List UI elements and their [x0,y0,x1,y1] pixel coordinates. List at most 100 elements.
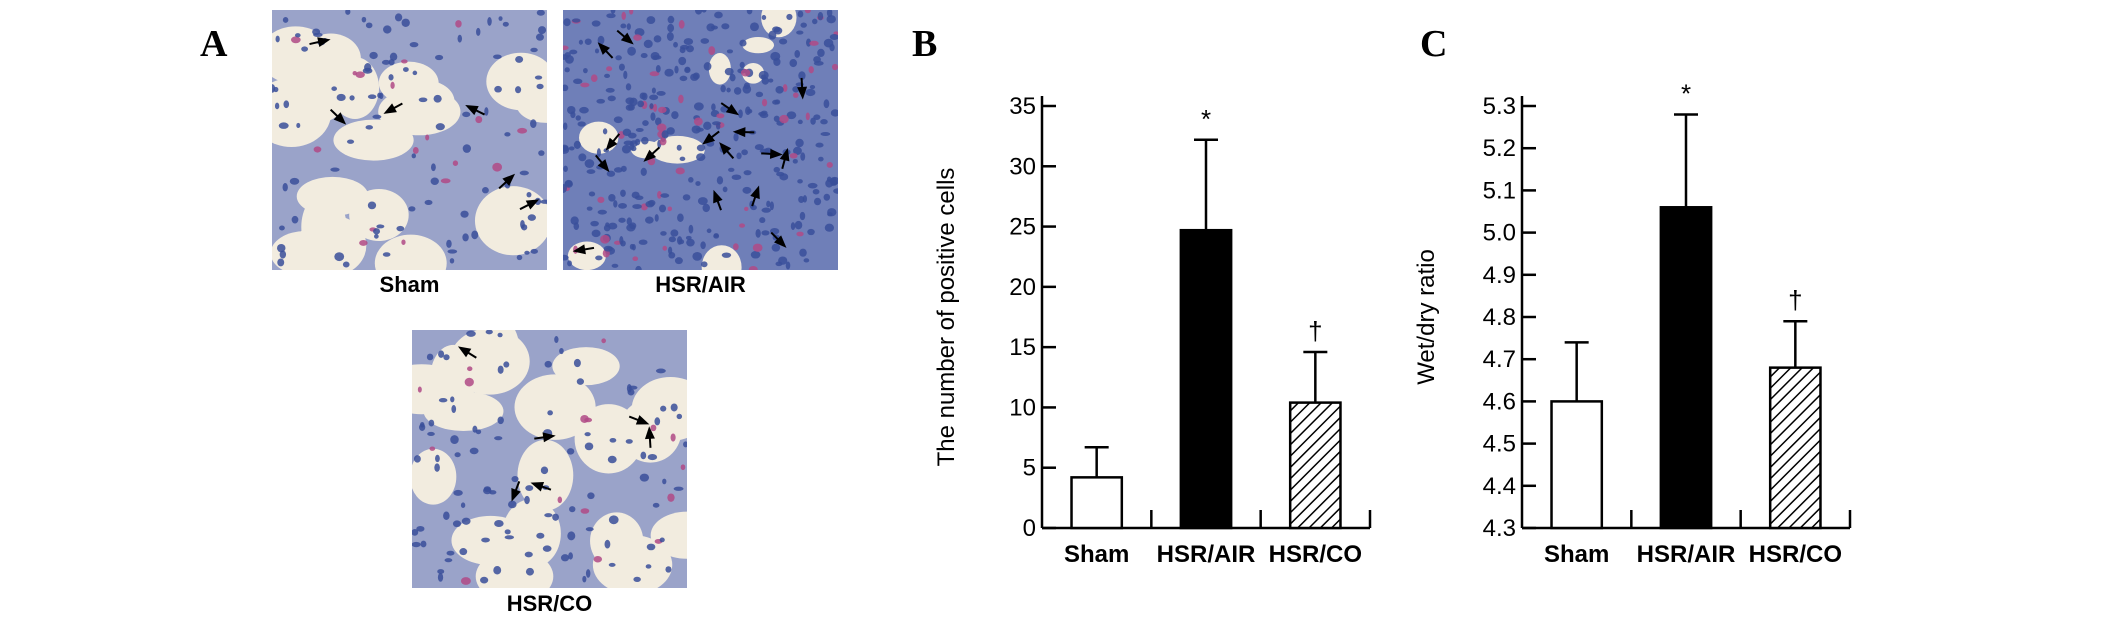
hsr-air-image-arrowhead [643,149,657,162]
hsr-air-image-nucleus [685,235,692,240]
hsr-air-image-nucleus [578,153,587,162]
hsr-air-image-nucleus [600,234,610,244]
sham-image-nucleus [374,234,379,239]
hsr-co-image-nucleus [568,552,573,560]
hsr-co-image-nucleus [427,431,435,436]
hsr-air-image-nucleus [667,23,675,33]
hsr-air-image-nucleus [775,86,784,94]
sham-image-nucleus [369,51,378,60]
hsr-air-image-nucleus [721,252,732,258]
hsr-air-image-nucleus [721,23,730,30]
hsr-co-image-nucleus [650,424,657,432]
hsr-co-image-nucleus [426,353,434,361]
hsr-air-image-arrowhead [725,104,740,116]
hsr-air-image-nucleus [608,222,618,230]
hsr-air-image-nucleus [805,88,816,97]
hsr-air-image-nucleus [682,194,691,201]
panel-c-letter: C [1420,23,1448,65]
hsr-air-image-nucleus [813,56,821,63]
sham-image-nucleus [494,85,502,93]
hsr-air-image-nucleus [697,197,708,205]
hsr-air-image-nucleus [799,211,806,221]
hsr-air-image-nucleus [797,119,803,125]
sham-image-nucleus [408,206,416,212]
sham-image-nucleus [481,187,489,194]
sham-image-nucleus [355,71,365,79]
hsr-air-image-nucleus [618,217,626,223]
y-tick-label: 4.4 [1483,473,1516,500]
hsr-co-image-nucleus [461,517,471,525]
sham-image-nucleus [515,55,524,63]
hsr-air-image-nucleus [646,16,656,24]
sham-image-nucleus [412,147,419,154]
hsr-air-image-nucleus [603,245,613,252]
hsr-co-image-nucleus [544,360,552,368]
sham-image-nucleus [365,125,373,130]
sham-image-nucleus [502,21,509,27]
chart-positive-cells: The number of positive cells 0 5 10 15 20 25 30… [933,93,1372,568]
x-tick-label: HSR/AIR [1157,541,1256,568]
sham-image-nucleus [289,177,300,185]
sham-image-nucleus [516,254,523,261]
y-tick-label: 10 [1009,394,1036,421]
hsr-air-image-nucleus [586,206,593,211]
hsr-air-image-nucleus [773,57,781,66]
hsr-air-image-arrowhead [750,185,760,200]
sham-image-nucleus [291,215,299,224]
hsr-air-image-nucleus [602,128,608,135]
hsr-co-image-arrowhead [511,488,521,502]
hsr-air-image-nucleus [817,11,824,21]
hsr-co-image-nucleus [625,439,633,444]
hsr-air-image-nucleus [650,112,656,121]
hsr-air-image-arrowhead [597,159,610,173]
sham-image-nucleus [526,191,532,198]
hsr-air-image-nucleus [658,204,667,213]
hsr-co-image-nucleus [493,566,502,575]
hsr-air-image-nucleus [605,222,610,227]
sham-image-nucleus [372,114,382,119]
sham-image-nucleus [530,248,538,254]
y-tick-label: 5.0 [1483,220,1516,247]
hsr-air-image-nucleus [795,138,804,148]
hsr-air-image-nucleus [750,251,761,259]
hsr-air-image-nucleus [778,38,788,45]
hsr-air-image-nucleus [597,35,605,45]
hsr-air-image-nucleus [833,188,838,194]
sham-image-nucleus [460,210,469,218]
hsr-air-image-arrowhead [702,132,716,145]
hsr-co-image-nucleus [566,448,575,455]
sham-image-alveolus [296,215,367,270]
sham-image-nucleus [282,16,289,23]
hsr-air-image-nucleus [743,82,751,90]
sham-image-nucleus [412,70,418,76]
hsr-air-image-nucleus [826,176,832,182]
hsr-air-image-nucleus [563,18,571,27]
micrograph-hsr-air [563,10,838,270]
hsr-air-image-nucleus [678,56,687,66]
hsr-air-image-nucleus [792,158,798,164]
sham-image-nucleus [389,52,398,61]
hsr-air-image-nucleus [733,243,739,251]
sham-image-nucleus [515,86,522,94]
hsr-air-image-nucleus [648,199,656,207]
hsr-air-image-nucleus [634,28,645,37]
hsr-co-image-nucleus [609,437,617,443]
sham-image-nucleus [534,75,543,80]
hsr-air-image-nucleus [793,146,802,156]
hsr-co-image-nucleus [438,398,448,403]
hsr-air-image-nucleus [768,30,777,40]
sham-image-nucleus [277,258,285,267]
x-tick-label: HSR/CO [1269,541,1362,568]
hsr-air-image-nucleus [799,248,807,257]
hsr-co-image-nucleus [504,529,511,535]
hsr-co-image-nucleus [435,454,440,463]
hsr-air-image-nucleus [641,92,648,101]
hsr-air-image-nucleus [563,45,569,51]
sham-image-nucleus [493,54,502,60]
hsr-co-image-nucleus [420,421,425,428]
hsr-co-image-nucleus [582,575,587,583]
sham-image-arrowhead [383,103,397,114]
sham-image-nucleus [352,71,357,76]
hsr-air-image-nucleus [666,32,674,41]
hsr-air-image-nucleus [812,188,820,195]
